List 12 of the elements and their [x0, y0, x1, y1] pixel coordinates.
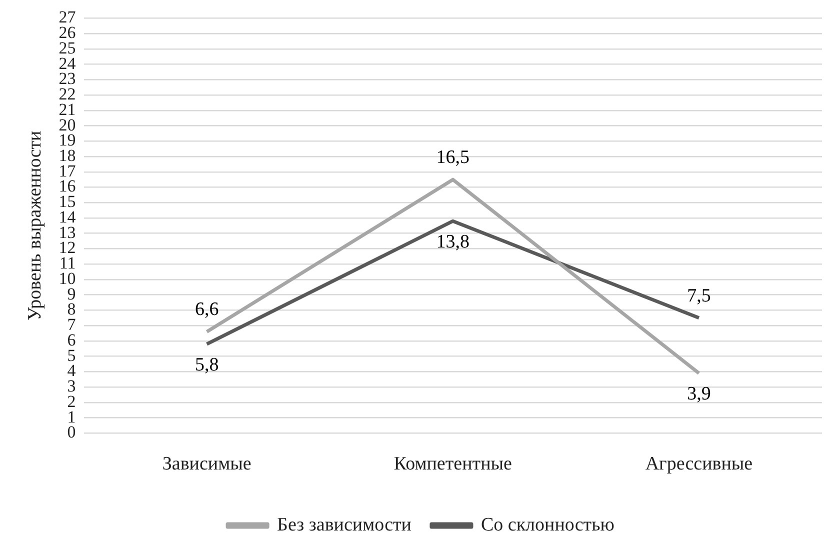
data-label: 16,5	[436, 147, 470, 168]
data-label: 5,8	[194, 354, 219, 376]
data-label: 3,9	[687, 384, 711, 405]
y-axis-title: Уровень выраженности	[24, 130, 46, 321]
x-tick-label: Зависимые	[162, 454, 252, 475]
data-label: 13,8	[436, 232, 470, 253]
x-tick-label: Агрессивные	[645, 454, 753, 475]
data-label: 7,5	[687, 285, 711, 306]
legend-label: Со склонностью	[480, 514, 614, 536]
legend-label: Без зависимости	[277, 514, 412, 536]
x-tick-label: Компетентные	[394, 454, 512, 475]
data-label: 6,6	[194, 299, 219, 320]
